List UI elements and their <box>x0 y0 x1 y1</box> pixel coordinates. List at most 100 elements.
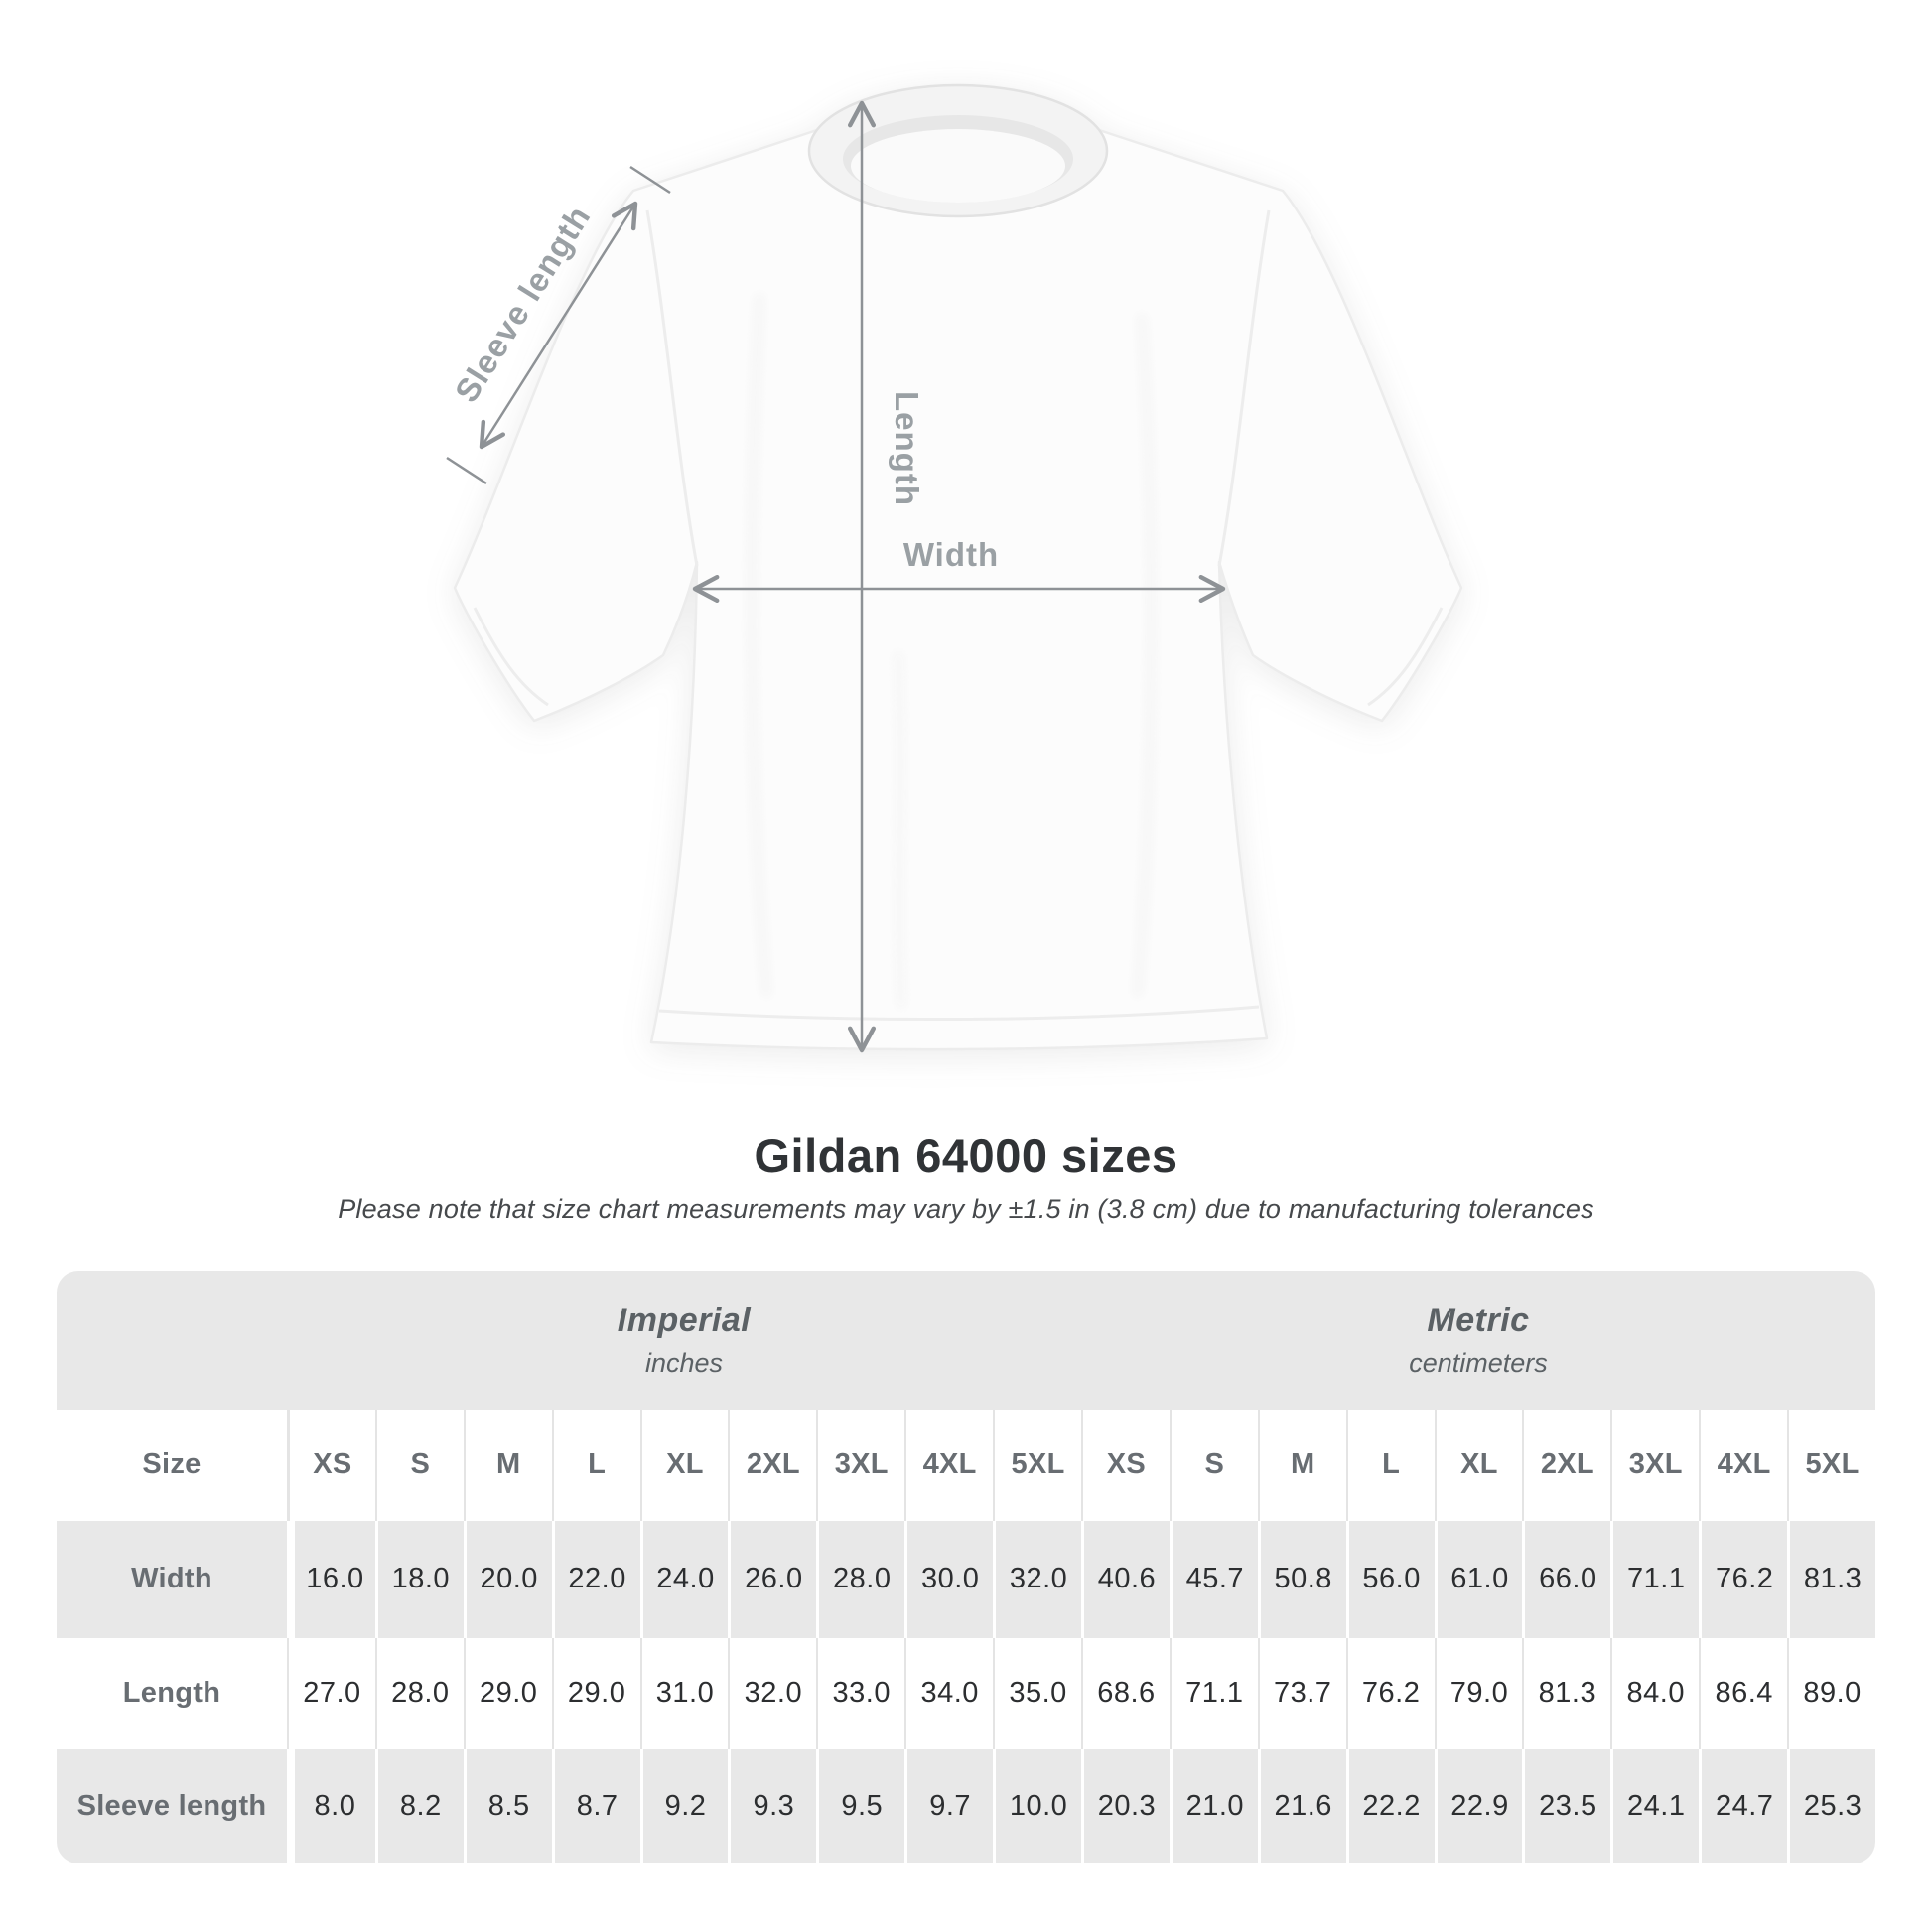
size-col-header: 4XL <box>904 1409 993 1521</box>
measurement-value-cell: 26.0 <box>728 1520 816 1638</box>
measurement-row-label: Sleeve length <box>76 1789 267 1822</box>
measurement-value-cell: 27.0 <box>287 1637 375 1749</box>
measurement-value-cell: 8.0 <box>287 1748 375 1863</box>
metric-unit-label: centimeters <box>1409 1347 1548 1378</box>
size-header-row: Size XS S M L XL 2XL 3XL 4XL 5XL XS S M L XL 2XL 3XL 4XL… <box>57 1409 1875 1521</box>
size-col-header: 2XL <box>1522 1409 1610 1521</box>
measurement-value-cell: 21.0 <box>1169 1748 1258 1863</box>
measurement-value-cell: 45.7 <box>1169 1520 1258 1638</box>
size-col-header: 5XL <box>993 1409 1081 1521</box>
measurement-value-cell: 16.0 <box>287 1520 375 1638</box>
sleeve-dimension-end-tick <box>446 456 487 485</box>
size-col-header: XS <box>287 1409 375 1521</box>
measurement-value-cell: 84.0 <box>1610 1637 1699 1749</box>
measurement-value-cell: 18.0 <box>374 1520 464 1638</box>
measurement-value-cell: 8.2 <box>374 1748 464 1863</box>
tolerance-note: Please note that size chart measurements… <box>338 1193 1594 1224</box>
unit-group-metric: Metric centimeters <box>1081 1271 1875 1410</box>
measurement-value-cell: 66.0 <box>1522 1520 1610 1638</box>
tshirt-diagram-svg: Sleeve length Length Width <box>446 83 1463 1053</box>
measurement-row: Length 27.0 28.0 29.0 29.0 31.0 32.0 33.0 34.0 35… <box>57 1637 1875 1749</box>
hem-stitch <box>658 1005 1260 1022</box>
measurement-value-cell: 24.7 <box>1699 1748 1787 1863</box>
measurement-value-cell: 40.6 <box>1080 1520 1170 1638</box>
measurement-value-cell: 73.7 <box>1257 1637 1346 1749</box>
left-cuff-stitch <box>473 607 549 707</box>
measurement-value-cell: 9.2 <box>639 1748 729 1863</box>
measurement-value-cell: 8.5 <box>463 1748 552 1863</box>
measurement-value-cell: 76.2 <box>1699 1520 1787 1638</box>
measurement-value-cell: 9.3 <box>728 1748 816 1863</box>
measurement-value-cell: 79.0 <box>1434 1637 1523 1749</box>
size-col-header: M <box>463 1409 552 1521</box>
measurement-value-cell: 24.1 <box>1610 1748 1699 1863</box>
measurement-value-cell: 22.2 <box>1345 1748 1435 1863</box>
tshirt-measurement-diagram: Sleeve length Length Width <box>446 83 1463 1053</box>
measurement-value-cell: 31.0 <box>639 1637 729 1749</box>
size-col-header: L <box>551 1409 640 1521</box>
size-col-header: L <box>1345 1409 1435 1521</box>
measurement-value-cell: 71.1 <box>1610 1520 1699 1638</box>
measurement-value-cell: 28.0 <box>816 1520 904 1638</box>
size-corner-label: Size <box>142 1449 202 1481</box>
corner-cell <box>57 1271 287 1410</box>
metric-group-label: Metric <box>1427 1301 1530 1339</box>
size-col-header: 4XL <box>1699 1409 1787 1521</box>
sleeve-dimension-arrow <box>479 201 638 450</box>
imperial-unit-label: inches <box>644 1347 724 1378</box>
left-sleeve-seam <box>645 209 699 567</box>
unit-group-row: Imperial inches Metric centimeters <box>57 1270 1875 1410</box>
measurement-value-cell: 81.3 <box>1787 1520 1875 1638</box>
measurement-value-cell: 10.0 <box>993 1748 1081 1863</box>
sleeve-dimension-start-tick <box>629 165 671 195</box>
measurement-value-cell: 29.0 <box>463 1637 552 1749</box>
measurement-annotations <box>446 100 1226 1053</box>
size-col-header: 3XL <box>816 1409 904 1521</box>
measurement-row: Width 16.0 18.0 20.0 22.0 24.0 26.0 28.0 30.0 32.… <box>57 1520 1875 1638</box>
width-label: Width <box>903 536 999 573</box>
measurement-value-cell: 21.6 <box>1257 1748 1346 1863</box>
measurement-value-cell: 23.5 <box>1522 1748 1610 1863</box>
measurement-value-cell: 50.8 <box>1257 1520 1346 1638</box>
measurement-value-cell: 68.6 <box>1080 1637 1170 1749</box>
page-title: Gildan 64000 sizes <box>754 1129 1178 1181</box>
heading-block: Gildan 64000 sizes Please note that size… <box>0 1129 1932 1225</box>
measurement-value-cell: 29.0 <box>551 1637 640 1749</box>
measurement-value-cell: 8.7 <box>551 1748 640 1863</box>
measurement-value-cell: 30.0 <box>904 1520 993 1638</box>
measurement-value-cell: 20.0 <box>463 1520 552 1638</box>
measurement-value-cell: 33.0 <box>816 1637 904 1749</box>
measurement-value-cell: 71.1 <box>1169 1637 1258 1749</box>
right-sleeve-seam <box>1217 209 1271 567</box>
measurement-row-label: Length <box>122 1677 221 1710</box>
measurement-value-cell: 32.0 <box>728 1637 816 1749</box>
measurement-value-cell: 20.3 <box>1080 1748 1170 1863</box>
measurement-value-cell: 56.0 <box>1345 1520 1435 1638</box>
size-col-header: 3XL <box>1610 1409 1699 1521</box>
measurement-value-cell: 81.3 <box>1522 1637 1610 1749</box>
size-col-header: XL <box>639 1409 729 1521</box>
measurement-value-cell: 24.0 <box>639 1520 729 1638</box>
size-col-header: 2XL <box>728 1409 816 1521</box>
size-col-header: 5XL <box>1787 1409 1875 1521</box>
measurement-value-cell: 89.0 <box>1787 1637 1875 1749</box>
measurement-value-cell: 9.7 <box>904 1748 993 1863</box>
size-col-header: S <box>1169 1409 1258 1521</box>
measurement-value-cell: 22.9 <box>1434 1748 1523 1863</box>
size-chart-table: Imperial inches Metric centimeters Size … <box>57 1270 1875 1863</box>
measurement-value-cell: 86.4 <box>1699 1637 1787 1749</box>
length-label: Length <box>889 391 925 506</box>
imperial-group-label: Imperial <box>617 1301 752 1339</box>
measurement-value-cell: 25.3 <box>1787 1748 1875 1863</box>
measurement-value-cell: 35.0 <box>993 1637 1081 1749</box>
size-col-header: S <box>374 1409 464 1521</box>
collar <box>807 83 1109 218</box>
measurement-value-cell: 9.5 <box>816 1748 904 1863</box>
measurement-value-cell: 76.2 <box>1345 1637 1435 1749</box>
right-cuff-stitch <box>1367 607 1444 707</box>
measurement-value-cell: 32.0 <box>993 1520 1081 1638</box>
measurement-row-label: Width <box>131 1563 212 1595</box>
measurement-value-cell: 28.0 <box>374 1637 464 1749</box>
size-col-header: XL <box>1434 1409 1523 1521</box>
